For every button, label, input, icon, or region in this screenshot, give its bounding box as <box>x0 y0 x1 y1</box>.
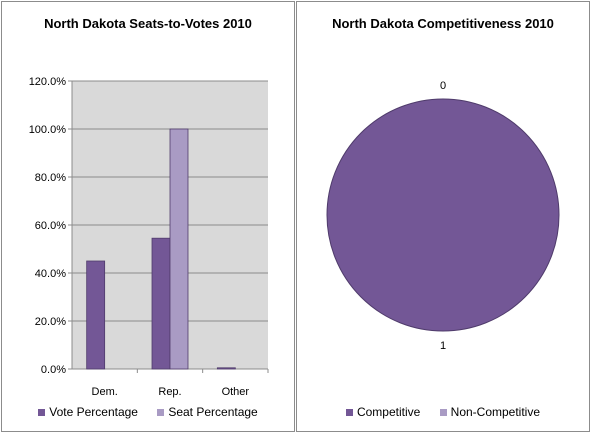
pie-chart-svg: 10 <box>326 80 560 352</box>
pie-slice-competitive <box>326 98 560 332</box>
legend-seat-percentage: Seat Percentage <box>157 405 258 419</box>
bar-chart-legend: Vote Percentage Seat Percentage <box>2 405 294 419</box>
bar-chart-title: North Dakota Seats-to-Votes 2010 <box>44 16 252 31</box>
y-tick-label: 120.0% <box>29 76 67 88</box>
legend-label-seat: Seat Percentage <box>168 405 258 419</box>
bar-vote-rep <box>151 237 171 370</box>
x-tick-label: Dem. <box>92 386 118 398</box>
x-tick-label: Other <box>222 386 250 398</box>
y-tick-label: 20.0% <box>35 316 66 328</box>
legend-swatch-non-competitive <box>439 409 447 417</box>
legend-non-competitive: Non-Competitive <box>439 405 541 419</box>
pie-chart-title: North Dakota Competitiveness 2010 <box>332 16 554 31</box>
y-tick-label: 100.0% <box>29 124 67 136</box>
legend-swatch-vote <box>38 409 46 417</box>
bar-vote-dem <box>86 260 106 370</box>
bar-chart-svg: 0.0% 20.0% 40.0% 60.0% 80.0% 100.0% 120.0% Dem.… <box>29 76 269 398</box>
seats-to-votes-chart-panel: North Dakota Seats-to-Votes 2010 0.0% 20.… <box>1 1 295 432</box>
pie-data-label-non-competitive: 0 <box>440 80 446 92</box>
x-tick-label: Rep. <box>158 386 181 398</box>
legend-label-vote: Vote Percentage <box>49 405 138 419</box>
legend-label-competitive: Competitive <box>356 405 421 419</box>
bar-seat-rep <box>169 128 189 370</box>
y-tick-label: 60.0% <box>35 220 66 232</box>
y-tick-label: 80.0% <box>35 172 66 184</box>
legend-label-non-competitive: Non-Competitive <box>450 405 541 419</box>
legend-competitive: Competitive <box>345 405 421 419</box>
legend-swatch-competitive <box>345 409 353 417</box>
y-tick-label: 0.0% <box>41 364 66 376</box>
legend-swatch-seat <box>157 409 165 417</box>
bar-vote-other <box>216 367 236 370</box>
y-tick-label: 40.0% <box>35 268 66 280</box>
legend-vote-percentage: Vote Percentage <box>38 405 138 419</box>
pie-chart-legend: Competitive Non-Competitive <box>297 405 589 419</box>
pie-data-label-competitive: 1 <box>440 340 446 352</box>
